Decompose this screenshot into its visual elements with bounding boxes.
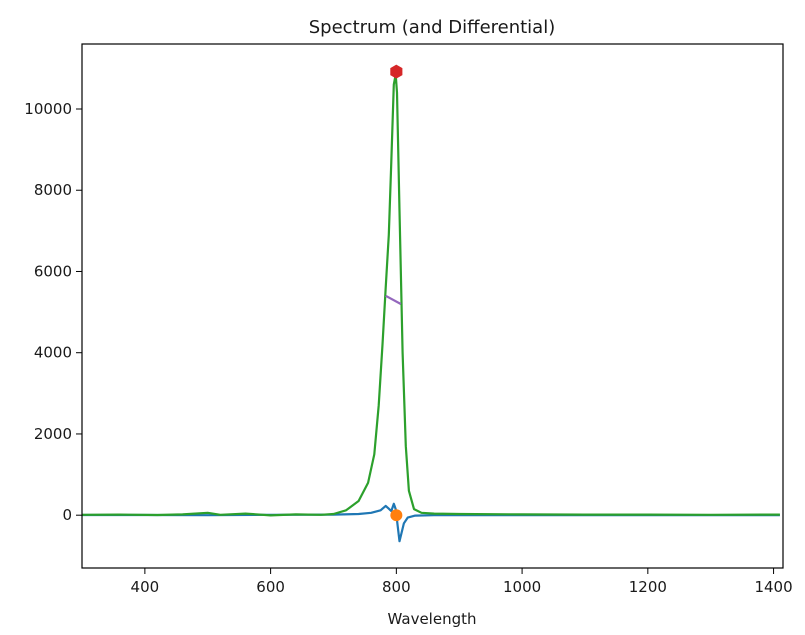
plot-lines (81, 73, 780, 543)
y-tick-label: 10000 (24, 100, 72, 118)
half-max-marker-line (385, 294, 402, 305)
x-tick-label: 1400 (754, 578, 792, 596)
x-axis: 400 600 800 1000 1200 1400 (131, 568, 793, 596)
peak-marker (390, 64, 403, 79)
x-tick-label: 800 (382, 578, 411, 596)
y-tick-label: 0 (62, 506, 72, 524)
x-tick-label: 400 (131, 578, 160, 596)
chart-title: Spectrum (and Differential) (309, 17, 556, 38)
y-tick-label: 4000 (34, 344, 72, 362)
x-tick-label: 600 (256, 578, 285, 596)
y-tick-label: 6000 (34, 262, 72, 280)
y-tick-label: 2000 (34, 425, 72, 443)
plot-markers (390, 64, 403, 522)
spectrum-line (81, 73, 780, 517)
x-axis-title: Wavelength (388, 610, 477, 628)
x-tick-label: 1200 (629, 578, 667, 596)
differential-line (82, 502, 780, 543)
y-axis: 0 2000 4000 6000 8000 10000 (24, 100, 82, 524)
zero-crossing-marker (390, 509, 403, 522)
y-tick-label: 8000 (34, 181, 72, 199)
plot-frame (81, 43, 784, 569)
x-tick-label: 1000 (503, 578, 541, 596)
